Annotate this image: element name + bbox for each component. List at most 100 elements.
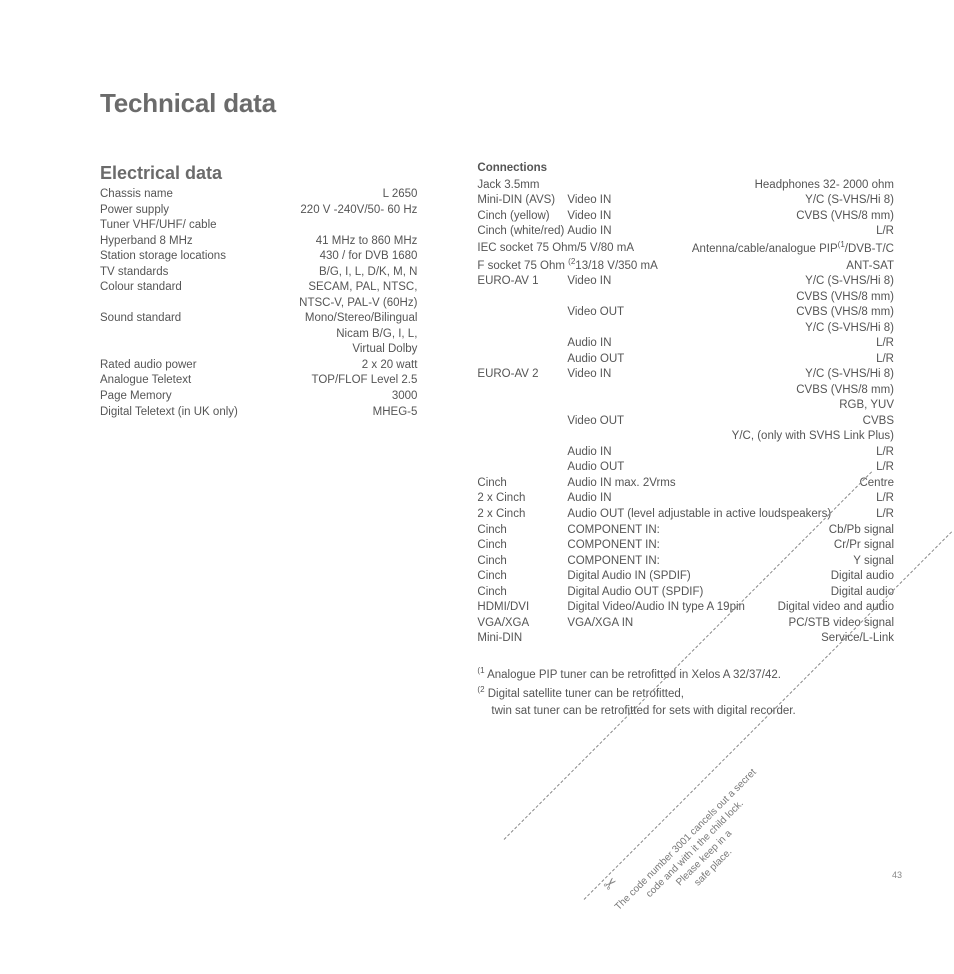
spec-label: Station storage locations — [100, 249, 226, 265]
spec-row: Colour standardSECAM, PAL, NTSC, — [100, 280, 417, 296]
connection-row: Mini-DIN (AVS)Video INY/C (S-VHS/Hi 8) — [477, 193, 894, 209]
conn-desc: Digital Video/Audio IN type A 19pin — [567, 600, 769, 616]
spec-row: Digital Teletext (in UK only)MHEG-5 — [100, 405, 417, 421]
conn-signal: L/R — [876, 224, 894, 240]
conn-desc: Digital Audio IN (SPDIF) — [567, 569, 822, 585]
page: Technical data Electrical data Chassis n… — [0, 0, 954, 760]
spec-value: Nicam B/G, I, L, — [100, 327, 417, 343]
spec-value: 220 V -240V/50- 60 Hz — [169, 203, 417, 219]
spec-row: Power supply220 V -240V/50- 60 Hz — [100, 203, 417, 219]
conn-desc: Audio IN — [567, 336, 868, 352]
connections-column: Connections Jack 3.5mmHeadphones 32- 200… — [477, 161, 894, 720]
conn-port: Cinch (yellow) — [477, 209, 567, 225]
conn-signal: PC/STB video signal — [789, 616, 894, 632]
conn-desc: Video IN — [567, 209, 788, 225]
conn-desc: COMPONENT IN: — [567, 538, 826, 554]
conn-desc: Video IN — [567, 367, 797, 383]
spec-row: NTSC-V, PAL-V (60Hz) — [100, 296, 417, 312]
spec-value: Mono/Stereo/Bilingual — [181, 311, 417, 327]
conn-desc: COMPONENT IN: — [567, 554, 845, 570]
conn-port: HDMI/DVI — [477, 600, 567, 616]
spec-value: B/G, I, L, D/K, M, N — [168, 265, 417, 281]
spec-row: Hyperband 8 MHz41 MHz to 860 MHz — [100, 234, 417, 250]
conn-port: 2 x Cinch — [477, 507, 567, 523]
connection-row: Audio INL/R — [477, 336, 894, 352]
spec-label: Sound standard — [100, 311, 181, 327]
connection-row: CinchAudio IN max. 2VrmsCentre — [477, 476, 894, 492]
conn-signal: Y/C (S-VHS/Hi 8) — [805, 193, 894, 209]
connection-row: Video OUT CVBS (VHS/8 mm) — [477, 305, 894, 321]
cut-text-line1: The code number 3001 cancels out a secre… — [613, 767, 759, 913]
electrical-data-column: Electrical data Chassis nameL 2650Power … — [100, 161, 417, 720]
connection-row: CinchCOMPONENT IN:Cb/Pb signal — [477, 523, 894, 539]
conn-desc: Audio IN — [567, 224, 868, 240]
connection-row: VGA/XGAVGA/XGA IN PC/STB video signal — [477, 616, 894, 632]
spec-row: Chassis nameL 2650 — [100, 187, 417, 203]
spec-row: Tuner VHF/UHF/ cable — [100, 218, 417, 234]
spec-label: Power supply — [100, 203, 169, 219]
connection-row: Audio OUT L/R — [477, 352, 894, 368]
electrical-heading: Electrical data — [100, 161, 417, 185]
connection-row: RGB, YUV — [477, 398, 894, 414]
spec-row: Page Memory3000 — [100, 389, 417, 405]
spec-label: Chassis name — [100, 187, 173, 203]
conn-signal: RGB, YUV — [839, 398, 894, 414]
conn-signal: L/R — [876, 491, 894, 507]
conn-port: F socket 75 Ohm (213/18 V/350 mA — [477, 257, 657, 274]
spec-value: 41 MHz to 860 MHz — [193, 234, 418, 250]
connection-row: Mini-DINService/L-Link — [477, 631, 894, 647]
conn-port: VGA/XGA — [477, 616, 567, 632]
spec-row: Virtual Dolby — [100, 342, 417, 358]
connection-row: CVBS (VHS/8 mm) — [477, 290, 894, 306]
spec-value: 430 / for DVB 1680 — [226, 249, 417, 265]
conn-desc: VGA/XGA IN — [567, 616, 780, 632]
conn-signal: Centre — [859, 476, 894, 492]
content-columns: Electrical data Chassis nameL 2650Power … — [100, 161, 894, 720]
conn-port: Cinch — [477, 476, 567, 492]
spec-label: Analogue Teletext — [100, 373, 191, 389]
connection-row: F socket 75 Ohm (213/18 V/350 mAANT-SAT — [477, 257, 894, 274]
connection-row: 2 x CinchAudio OUT (level adjustable in … — [477, 507, 894, 523]
spec-value: NTSC-V, PAL-V (60Hz) — [100, 296, 417, 312]
conn-signal: L/R — [876, 352, 894, 368]
conn-signal: CVBS — [863, 414, 894, 430]
conn-desc: COMPONENT IN: — [567, 523, 820, 539]
spec-row: TV standardsB/G, I, L, D/K, M, N — [100, 265, 417, 281]
spec-row: Station storage locations430 / for DVB 1… — [100, 249, 417, 265]
connection-row: Y/C, (only with SVHS Link Plus) — [477, 429, 894, 445]
conn-desc: Audio OUT — [567, 460, 868, 476]
connection-row: CinchDigital Audio IN (SPDIF)Digital aud… — [477, 569, 894, 585]
connection-row: IEC socket 75 Ohm/5 V/80 mAAntenna/cable… — [477, 240, 894, 257]
connection-row: Audio OUTL/R — [477, 460, 894, 476]
spec-label: TV standards — [100, 265, 168, 281]
conn-port: Mini-DIN (AVS) — [477, 193, 567, 209]
spec-value: MHEG-5 — [238, 405, 418, 421]
conn-signal: Cr/Pr signal — [834, 538, 894, 554]
conn-signal: L/R — [876, 507, 894, 523]
conn-desc: Audio IN — [567, 491, 868, 507]
conn-signal: CVBS (VHS/8 mm) — [796, 209, 894, 225]
conn-signal: CVBS (VHS/8 mm) — [796, 290, 894, 306]
conn-port: EURO-AV 1 — [477, 274, 567, 290]
spec-row: Analogue TeletextTOP/FLOF Level 2.5 — [100, 373, 417, 389]
spec-label: Hyperband 8 MHz — [100, 234, 193, 250]
page-title: Technical data — [100, 88, 894, 119]
page-number: 43 — [892, 870, 902, 880]
connections-rows: Jack 3.5mmHeadphones 32- 2000 ohmMini-DI… — [477, 178, 894, 647]
cut-text-line2: code and with it the child lock. — [644, 798, 746, 900]
conn-desc: Video IN — [567, 274, 797, 290]
connection-row: Cinch (yellow)Video IN CVBS (VHS/8 mm) — [477, 209, 894, 225]
conn-signal: Y/C (S-VHS/Hi 8) — [805, 274, 894, 290]
conn-signal: Headphones 32- 2000 ohm — [755, 178, 894, 194]
conn-port: Cinch — [477, 585, 567, 601]
conn-port: Cinch — [477, 523, 567, 539]
conn-port: Cinch — [477, 538, 567, 554]
conn-port: 2 x Cinch — [477, 491, 567, 507]
spec-row: Rated audio power2 x 20 watt — [100, 358, 417, 374]
conn-port: Mini-DIN — [477, 631, 567, 647]
conn-desc: Audio OUT — [567, 352, 868, 368]
connections-heading: Connections — [477, 161, 894, 177]
conn-signal: CVBS (VHS/8 mm) — [796, 305, 894, 321]
spec-row: Nicam B/G, I, L, — [100, 327, 417, 343]
conn-desc: Video OUT — [567, 305, 788, 321]
